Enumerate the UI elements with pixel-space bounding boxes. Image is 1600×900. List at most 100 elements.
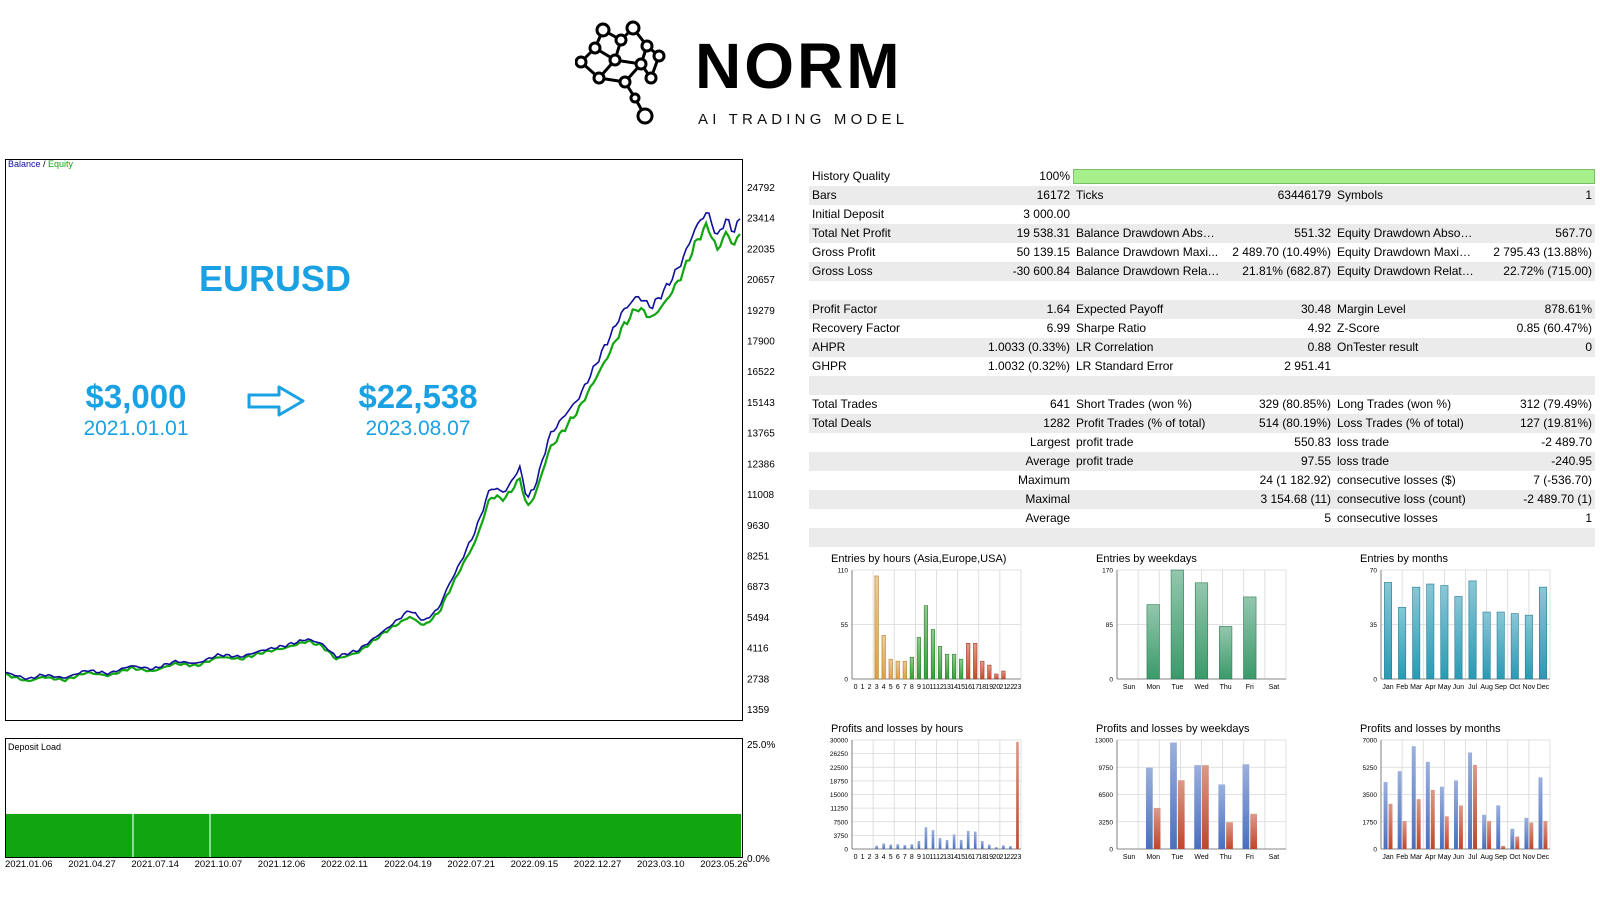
y-tick-label: 7500 (834, 819, 849, 826)
profit-bar (1468, 752, 1473, 849)
stat-value: 3 154.68 (11) (1260, 492, 1332, 506)
profit-bar (1194, 765, 1201, 849)
x-tick-label: 16 (964, 854, 972, 861)
profit-bar (1510, 828, 1515, 849)
stat-label: loss trade (1337, 435, 1390, 449)
bar (1440, 585, 1449, 680)
profit-bar (889, 844, 893, 849)
x-tick-label: 2021.12.06 (258, 859, 306, 870)
stat-label: consecutive losses (1337, 511, 1438, 525)
profit-bar (1383, 782, 1388, 849)
profit-bar (1218, 784, 1226, 849)
history-quality-bar (1073, 169, 1595, 184)
profit-bar (1524, 817, 1529, 849)
profit-bar (1145, 767, 1153, 849)
x-tick-label: 1 (861, 854, 865, 861)
statistics-table: History Quality 100% Bars 16172 Ticks 6344617… (809, 167, 1595, 547)
x-tick-label: Mon (1146, 854, 1160, 861)
stats-row: History Quality 100% (809, 167, 1595, 186)
stat-value: 100% (1039, 169, 1070, 183)
y-tick-label: 9630 (747, 521, 770, 532)
x-tick-label: May (1438, 684, 1452, 691)
y-tick-label: 2738 (747, 674, 770, 685)
stat-value: 50 139.15 (1016, 245, 1070, 259)
x-tick-label: Sep (1494, 684, 1507, 691)
x-tick-label: 22 (1007, 684, 1015, 691)
stat-value: 16172 (1036, 188, 1070, 202)
end-date: 2023.08.07 (365, 417, 471, 440)
x-tick-label: 13 (943, 684, 951, 691)
bar (952, 653, 957, 680)
x-tick-label: 17 (971, 854, 979, 861)
stat-label (1073, 509, 1221, 528)
y-tick-label: 0.0% (747, 854, 770, 865)
stat-value: Largest (1029, 435, 1070, 449)
x-tick-label: 2022.02.11 (321, 859, 368, 870)
stat-label: Recovery Factor (812, 321, 901, 335)
stats-row: Bars 16172 Ticks 63446179 Symbols 1 (809, 186, 1595, 205)
stat-value: 24 (1 182.92) (1259, 473, 1331, 487)
profit-bar (987, 844, 991, 849)
stat-label: Symbols (1337, 188, 1384, 202)
y-tick-label: 20657 (747, 275, 775, 286)
stat-label: Ticks (1076, 188, 1104, 202)
y-tick-label: 22035 (747, 244, 775, 255)
stat-label: Long Trades (won %) (1337, 397, 1452, 411)
x-tick-label: Mar (1410, 854, 1423, 861)
x-tick-label: 8 (910, 854, 914, 861)
stat-value: 0 (1585, 340, 1592, 354)
y-tick-label: 170 (1102, 568, 1113, 575)
profit-bar (910, 844, 914, 849)
stat-label: OnTester result (1337, 340, 1419, 354)
y-tick-label: 8251 (747, 551, 770, 562)
profits-losses-by-months-chart: Profits and losses by months 7000 5250 3500… (1360, 723, 1551, 861)
bar (1412, 586, 1421, 680)
x-tick-label: 21 (999, 684, 1007, 691)
x-tick-label: Apr (1425, 684, 1437, 691)
x-tick-label: 2023.05.26 (700, 859, 748, 870)
mini-chart-title: Profits and losses by months (1360, 723, 1501, 735)
y-tick-label: 55 (841, 622, 849, 629)
x-tick-label: 14 (950, 684, 958, 691)
deposit-load-chart: Deposit Load 25.0% 0.0% 2021.01.06 2021.04.2… (5, 738, 775, 870)
bar (888, 658, 893, 680)
stat-label: Equity Drawdown Relative (1337, 264, 1474, 278)
x-tick-label: Jun (1453, 854, 1464, 861)
bar (1426, 583, 1435, 680)
bar (1496, 611, 1505, 680)
stats-row: AHPR 1.0033 (0.33%) LR Correlation 0.88 OnTe… (809, 338, 1595, 357)
bar (1170, 569, 1184, 680)
x-tick-label: 2021.04.27 (68, 859, 116, 870)
stats-row: Total Trades 641 Short Trades (won %) 329 (… (809, 395, 1595, 414)
stat-value: 2 951.41 (1284, 359, 1331, 373)
stat-value: 3 000.00 (1023, 207, 1070, 221)
x-tick-label: 2 (868, 854, 872, 861)
stat-label (1073, 471, 1221, 490)
x-tick-label: Dec (1537, 684, 1550, 691)
stat-label: consecutive losses ($) (1337, 473, 1456, 487)
mini-chart-title: Profits and losses by hours (831, 723, 964, 735)
x-tick-label: 18 (978, 684, 986, 691)
y-tick-label: 16522 (747, 367, 775, 378)
bar (930, 629, 936, 680)
y-tick-label: 35 (1370, 622, 1378, 629)
bar (966, 643, 971, 680)
x-tick-label: 18 (978, 854, 986, 861)
x-tick-label: Mar (1410, 684, 1423, 691)
x-tick-label: Nov (1523, 854, 1536, 861)
stat-value: 0.88 (1307, 340, 1331, 354)
entries-by-weekdays-chart: Entries by weekdays 170 85 0 Sun Mon Tue Wed Thu… (1096, 553, 1287, 691)
stat-value: 1.64 (1046, 302, 1070, 316)
x-tick-label: 8 (910, 684, 914, 691)
stat-label: Total Net Profit (812, 226, 891, 240)
y-tick-label: 6500 (1099, 792, 1114, 799)
stat-value: 1.0032 (0.32%) (987, 359, 1070, 373)
x-tick-label: 15 (957, 854, 965, 861)
stat-value: 6.99 (1046, 321, 1070, 335)
stat-label (809, 433, 949, 452)
x-tick-label: Feb (1396, 684, 1408, 691)
stat-value: 551.32 (1294, 226, 1331, 240)
stat-label: Balance Drawdown Absol... (1076, 226, 1221, 240)
deposit-title: Deposit Load (8, 742, 61, 752)
stat-label: profit trade (1076, 435, 1134, 449)
